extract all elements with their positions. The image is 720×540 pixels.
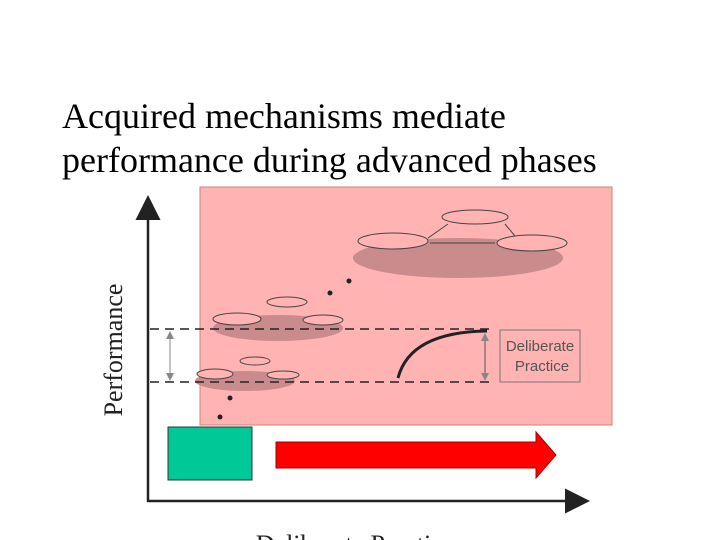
bottom-cluster <box>195 356 300 391</box>
title-line: performance during advanced phases <box>62 140 597 180</box>
box-label: Deliberate <box>506 338 574 355</box>
red-arrow <box>275 430 557 480</box>
y-axis-label: Performance <box>99 284 128 417</box>
label-box <box>499 329 581 383</box>
middle-cluster <box>212 296 344 341</box>
top-cluster <box>353 209 568 278</box>
x-axis-label: Deliberate Practice <box>256 530 455 540</box>
dots <box>217 278 352 420</box>
green-block <box>167 426 253 481</box>
practice-curve <box>396 329 488 379</box>
title-line: Acquired mechanisms mediate <box>62 96 506 136</box>
box-label: Practice <box>515 358 569 375</box>
